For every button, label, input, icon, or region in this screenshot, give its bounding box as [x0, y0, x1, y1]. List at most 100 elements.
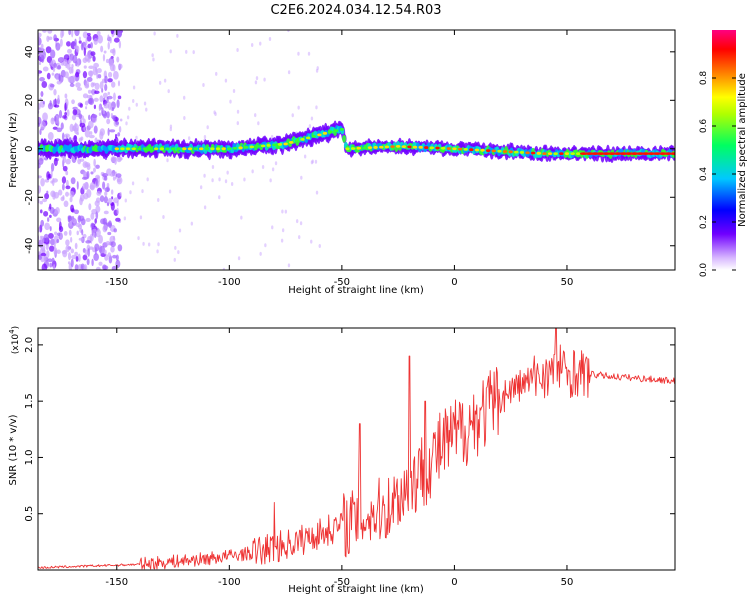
spectrogram-ridge-core [305, 136, 311, 140]
spectrogram-ridge-core [345, 147, 350, 151]
spectrogram-noise-point [53, 104, 60, 108]
spectrogram-ridge-core [272, 143, 277, 147]
spectrogram-noise-point [284, 209, 288, 214]
spectrogram-noise-point [53, 62, 57, 68]
spectrogram-ridge-core [647, 152, 656, 156]
spectrogram-noise-point [40, 91, 43, 97]
spectrogram-noise-point [95, 205, 101, 213]
spectrogram-noise-point [71, 30, 74, 38]
colorbar-tick-label: 0.8 [699, 71, 709, 86]
spectrogram-noise-point [87, 120, 94, 129]
spectrogram-noise-point [93, 37, 98, 46]
spectrogram-noise-point [142, 241, 145, 246]
spectrogram-noise-point [70, 177, 76, 185]
spectrogram-noise-point [102, 110, 105, 115]
spectrogram-noise-point [146, 177, 149, 182]
spectrogram-ridge-core [553, 152, 558, 156]
spectrogram-ridge-core [221, 147, 226, 151]
spectrogram-noise-point [93, 62, 100, 68]
spectrogram-noise-point [74, 251, 78, 257]
spectrogram-noise-point [287, 263, 291, 268]
spectrogram-noise-point [72, 109, 78, 116]
spectrogram-noise-point [203, 135, 207, 140]
spectrogram-noise-point [75, 255, 79, 262]
spectrogram-noise-point [56, 239, 60, 244]
spectrogram-noise-point [162, 215, 165, 220]
spectrogram-noise-point [64, 102, 67, 112]
spectrogram-noise-point [263, 77, 266, 82]
spectrogram-ridge-core [624, 152, 633, 156]
spectrogram-noise-point [74, 242, 78, 250]
spectrogram-noise-point [108, 255, 113, 264]
spectrogram-noise-point [39, 129, 42, 135]
spectrogram-noise-point [132, 99, 135, 104]
spectrogram-noise-point [51, 177, 55, 187]
spectrogram-noise-point [38, 116, 42, 125]
spectrogram-noise-point [96, 71, 99, 80]
spectrogram-noise-point [115, 217, 121, 222]
spectrogram-ridge-core [619, 152, 628, 156]
spectrogram-noise-point [51, 72, 55, 76]
spectrogram-noise-point [88, 65, 95, 70]
spectrogram-noise-point [38, 102, 41, 110]
spectrogram-noise-point [67, 261, 71, 265]
spectrogram-ridge-core [362, 146, 367, 150]
spectrogram-noise-point [93, 253, 99, 261]
spectrogram-ridge-core [289, 141, 294, 144]
spectrogram-noise-point [145, 107, 148, 112]
spectrogram-noise-point [287, 30, 290, 33]
spectrogram-noise-point [297, 51, 300, 56]
spectrogram-ridge-core [564, 152, 570, 156]
spectrogram-ridge-core [390, 145, 395, 149]
snr-y-tick-label: 1.0 [24, 449, 35, 465]
spectrogram-noise-point [96, 30, 101, 36]
spectrogram-noise-point [86, 258, 90, 266]
spectrogram-noise-point [250, 43, 254, 48]
spectrogram-noise-point [254, 80, 258, 85]
spectrogram-x-tick-label: -50 [334, 277, 350, 288]
spectrogram-noise-point [41, 263, 48, 270]
spectrogram-ridge-core [664, 152, 673, 156]
spectrogram-noise-point [105, 58, 110, 64]
spectrogram-noise-point [71, 99, 75, 105]
snr-y-tick-label: 2.0 [24, 337, 35, 353]
spectrogram-noise-point [111, 81, 116, 88]
spectrogram-noise-point [95, 178, 98, 187]
spectrogram-noise-point [107, 71, 113, 78]
spectrogram-ridge-core [317, 133, 322, 137]
spectrogram-noise-point [79, 122, 86, 128]
spectrogram-noise-point [53, 157, 58, 167]
spectrogram-noise-point [83, 65, 87, 69]
spectrogram-noise-point [99, 195, 105, 203]
spectrogram-x-tick-label: 50 [561, 277, 574, 288]
spectrogram-noise-point [113, 37, 120, 43]
spectrogram-ridge-core [131, 147, 136, 151]
spectrogram-noise-point [99, 128, 106, 136]
spectrogram-noise-point [43, 210, 49, 217]
spectrogram-noise-point [73, 209, 80, 215]
spectrogram-noise-point [104, 191, 108, 196]
spectrogram-noise-point [199, 185, 203, 190]
spectrogram-noise-point [84, 54, 90, 62]
spectrogram-noise-point [310, 116, 314, 121]
spectrogram-noise-point [38, 227, 41, 233]
spectrogram-noise-point [110, 30, 114, 35]
spectrogram-noise-point [49, 226, 52, 232]
spectrogram-noise-point [157, 242, 160, 247]
spectrogram-noise-point [82, 70, 88, 79]
spectrogram-noise-point [40, 43, 44, 50]
spectrogram-noise-point [82, 254, 88, 261]
spectrogram-noise-point [39, 200, 43, 205]
spectrogram-ridge-core [159, 147, 164, 151]
spectrogram-ridge-core [210, 147, 215, 151]
snr-x-tick-label: -150 [105, 577, 128, 588]
spectrogram-noise-point [80, 42, 84, 51]
spectrogram-ridge-core [232, 146, 238, 150]
spectrogram-ridge-core [244, 145, 249, 149]
spectrogram-noise-point [40, 54, 45, 63]
spectrogram-noise-point [158, 80, 162, 85]
spectrogram-noise-point [46, 171, 51, 181]
spectrogram-noise-point [88, 134, 95, 139]
spectrogram-noise-point [58, 189, 63, 196]
